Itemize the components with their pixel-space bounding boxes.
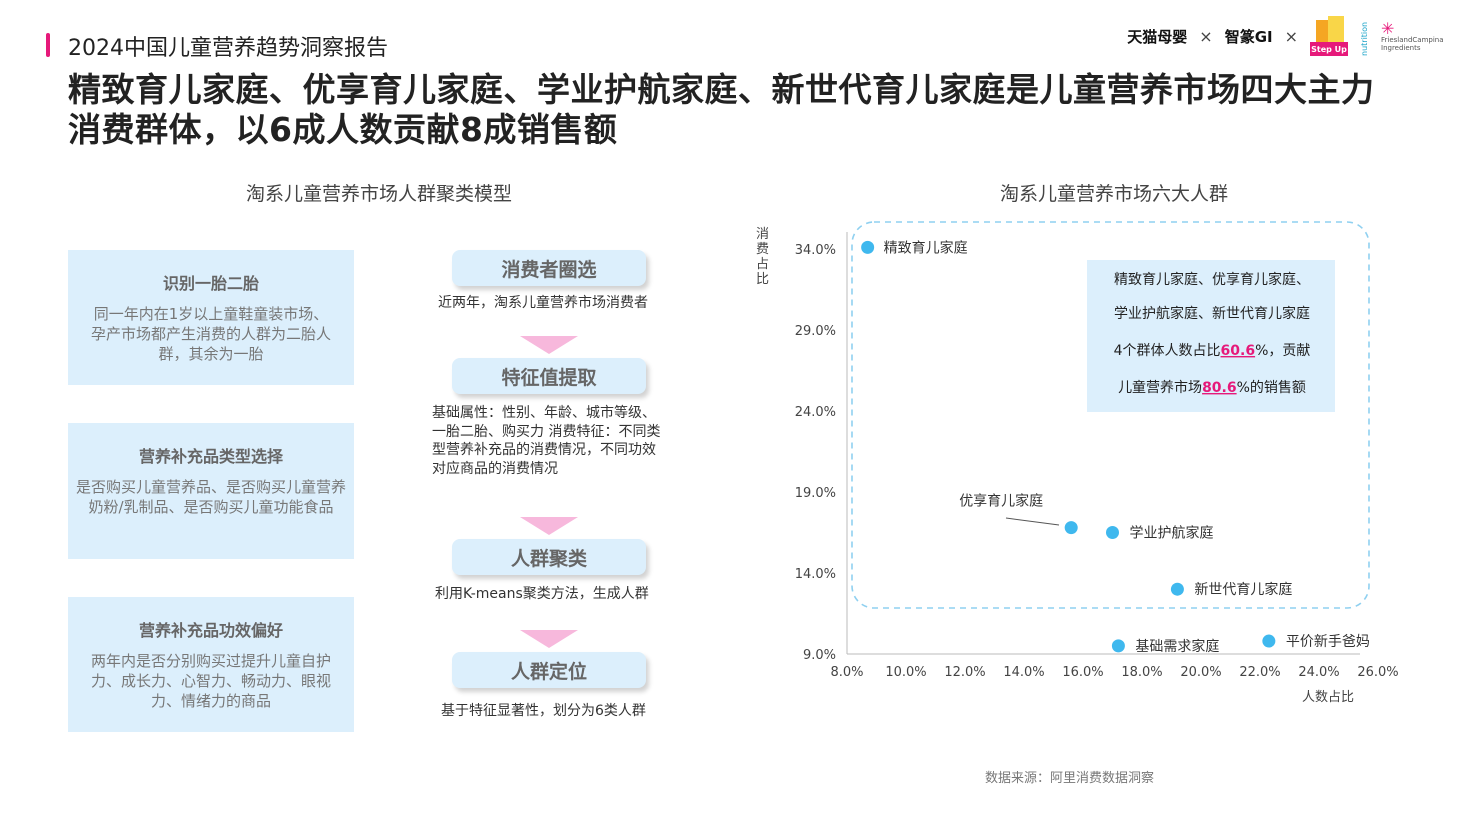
step-positioning: 人群定位 [452,652,646,688]
x-tick-label: 16.0% [1062,665,1103,680]
data-point [1111,639,1125,653]
y-axis-label-char: 费 [756,242,769,257]
title-accent-bar [46,33,50,57]
annotation-text: 4个群体人数占比 [1114,343,1221,359]
y-tick-label: 14.0% [795,567,836,582]
annotation-line: 儿童营养市场80.6%的销售额 [1118,379,1306,396]
step-clustering: 人群聚类 [452,539,646,575]
report-title: 2024中国儿童营养趋势洞察报告 [68,36,388,61]
card-title: 营养补充品功效偏好 [138,621,283,640]
y-tick-labels: 9.0% 14.0% 19.0% 24.0% 29.0% 34.0% [795,243,836,663]
card-title: 营养补充品类型选择 [138,447,283,466]
annotation-highlight-value: 80.6 [1202,380,1237,396]
frieslandcampina-logo: ✳ FrieslandCampina Ingredients [1381,18,1444,53]
card-first-second-child: 识别一胎二胎 同一年内在1岁以上童鞋童装市场、孕产市场都产生消费的人群为二胎人群… [68,250,354,385]
data-source: 数据来源：阿里消费数据洞察 [985,771,1155,786]
card-title: 识别一胎二胎 [162,274,259,293]
star-icon: ✳ [1381,18,1395,38]
x-tick-label: 10.0% [885,665,926,680]
annotation-text: %，贡献 [1255,343,1310,359]
card-desc: 同一年内在1岁以上童鞋童装市场、孕产市场都产生消费的人群为二胎人群，其余为一胎 [90,305,331,363]
annotation-line: 4个群体人数占比60.6%，贡献 [1114,343,1311,359]
leader-line [1005,517,1060,526]
gi-logo: 智篆GI [1224,27,1273,46]
chart-title: 淘系儿童营养市场六大人群 [1000,183,1228,205]
annotation-highlight-value: 60.6 [1221,343,1256,359]
annotation-line: 精致育儿家庭、优享育儿家庭、 [1114,271,1310,288]
step-desc: 基于特征显著性，划分为6类人群 [441,703,646,719]
logo-separator: × [1284,26,1298,46]
card-desc: 两年内是否分别购买过提升儿童自护力、成长力、心智力、畅动力、眼视力、情绪力的商品 [90,652,331,710]
down-arrow-icon [520,517,578,535]
data-point [1170,582,1184,596]
x-tick-label: 20.0% [1180,665,1221,680]
step-desc: 利用K-means聚类方法，生成人群 [435,586,649,602]
y-axis-label: 消 费 占 比 [756,227,773,287]
x-tick-label: 22.0% [1239,665,1280,680]
y-axis-label-char: 比 [756,272,769,287]
y-tick-label: 24.0% [795,405,836,420]
annotation-text: 儿童营养市场 [1118,379,1202,396]
x-tick-label: 12.0% [944,665,985,680]
six-groups-scatter-chart: 淘系儿童营养市场六大人群 消 费 占 比 人数占比 9.0% 14.0% 19.0%… [756,183,1399,705]
step-desc: 基础属性：性别、年龄、城市等级、一胎二胎、购买力 消费特征：不同类型营养补充品的… [432,405,661,477]
down-arrow-icon [520,630,578,648]
down-arrow-icon [520,336,578,354]
step-desc: 近两年，淘系儿童营养市场消费者 [438,295,648,311]
x-tick-label: 8.0% [830,665,863,680]
step-consumer-selection: 消费者圈选 [452,250,646,286]
step-up-logo: Step Up [1310,16,1348,56]
x-tick-label: 18.0% [1121,665,1162,680]
x-tick-label: 26.0% [1357,665,1398,680]
annotation-text: 精致育儿家庭、优享育儿家庭、 学业护航家庭、新世代育儿家庭 4个群体人数占比60… [1114,271,1311,396]
cluster-model-title: 淘系儿童营养市场人群聚类模型 [246,183,513,205]
annotation-box [1087,260,1335,412]
y-axis-label-char: 占 [756,257,769,272]
data-point [1106,526,1119,539]
x-tick-label: 24.0% [1298,665,1339,680]
card-desc: 是否购买儿童营养品、是否购买儿童营养奶粉/乳制品、是否购买儿童功能食品 [75,478,346,516]
nutrition-logo-text: nutrition [1360,21,1369,56]
data-point [861,240,875,254]
x-tick-labels: 8.0% 10.0% 12.0% 14.0% 16.0% 18.0% 20.0% 22.0% 2… [830,665,1398,680]
y-tick-label: 29.0% [795,324,836,339]
data-point-label: 平价新手爸妈 [1286,634,1370,650]
frieslandcampina-label: FrieslandCampina Ingredients [1381,36,1444,52]
data-point-label: 优享育儿家庭 [959,493,1043,510]
y-tick-label: 34.0% [795,243,836,258]
card-supplement-type: 营养补充品类型选择 是否购买儿童营养品、是否购买儿童营养奶粉/乳制品、是否购买儿… [68,423,354,559]
data-point-label: 新世代育儿家庭 [1194,581,1292,598]
x-tick-label: 14.0% [1003,665,1044,680]
data-point [1064,521,1078,535]
data-point-label: 精致育儿家庭 [884,239,968,256]
data-point [1262,634,1276,648]
card-supplement-efficacy: 营养补充品功效偏好 两年内是否分别购买过提升儿童自护力、成长力、心智力、畅动力、… [68,597,354,732]
x-axis-label: 人数占比 [1302,690,1354,705]
annotation-text: %的销售额 [1237,380,1306,396]
y-axis-label-char: 消 [756,227,769,242]
annotation-line: 学业护航家庭、新世代育儿家庭 [1114,305,1310,322]
tmall-baby-logo: 天猫母婴 [1127,27,1188,46]
headline: 精致育儿家庭、优享育儿家庭、学业护航家庭、新世代育儿家庭是儿童营养市场四大主力消… [68,70,1375,149]
step-up-label: Step Up [1310,42,1348,56]
main-groups-dashed-outline [851,221,1370,609]
logo-separator: × [1199,26,1213,46]
y-tick-label: 9.0% [803,648,836,663]
data-point-label: 基础需求家庭 [1135,638,1219,655]
y-tick-label: 19.0% [795,486,836,501]
data-point-label: 学业护航家庭 [1130,525,1214,542]
step-feature-extraction: 特征值提取 [452,358,646,394]
partner-logos: 天猫母婴 × 智篆GI × Step Up nutrition ✳ Friesl… [1127,14,1444,58]
